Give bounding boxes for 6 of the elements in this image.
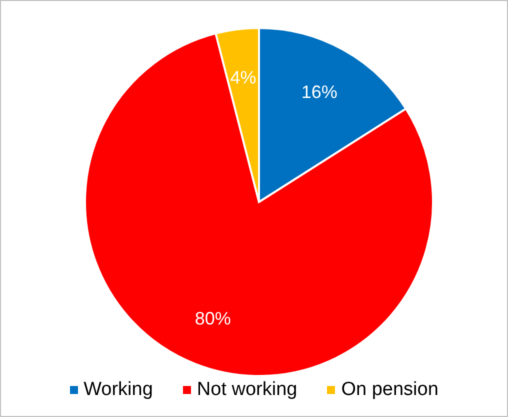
- legend-label: Working: [84, 379, 153, 401]
- data-label: 16%: [301, 82, 338, 102]
- legend-label: Not working: [196, 379, 298, 401]
- data-label: 4%: [230, 68, 256, 88]
- data-label: 80%: [194, 308, 231, 328]
- legend-label: On pension: [341, 379, 438, 401]
